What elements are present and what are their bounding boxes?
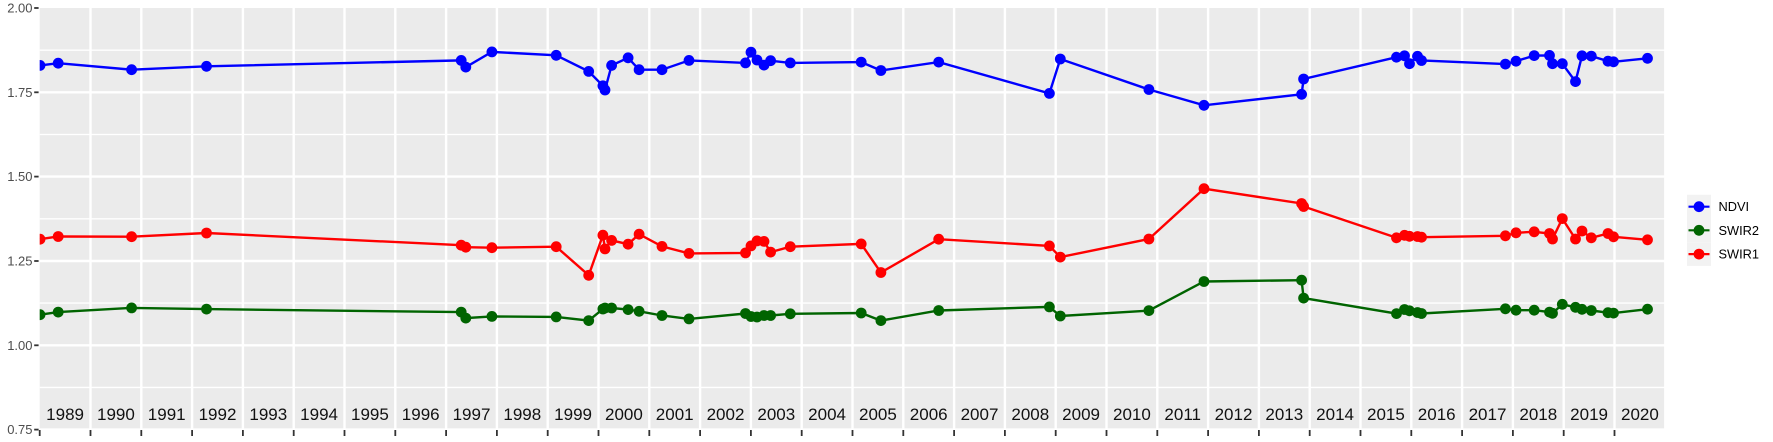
svg-text:1.00: 1.00 <box>7 338 32 353</box>
svg-text:2.00: 2.00 <box>7 1 32 16</box>
svg-text:1991: 1991 <box>148 405 186 424</box>
svg-text:1994: 1994 <box>300 405 338 424</box>
svg-text:0.75: 0.75 <box>7 422 32 437</box>
svg-text:2001: 2001 <box>656 405 694 424</box>
svg-text:2000: 2000 <box>605 405 643 424</box>
svg-text:1989: 1989 <box>46 405 84 424</box>
svg-text:1.25: 1.25 <box>7 254 32 269</box>
svg-text:2019: 2019 <box>1570 405 1608 424</box>
svg-text:1993: 1993 <box>249 405 287 424</box>
svg-text:SWIR2: SWIR2 <box>1719 223 1760 238</box>
svg-text:2005: 2005 <box>859 405 897 424</box>
svg-text:2012: 2012 <box>1215 405 1253 424</box>
svg-text:2013: 2013 <box>1265 405 1303 424</box>
svg-text:2010: 2010 <box>1113 405 1151 424</box>
svg-text:1995: 1995 <box>351 405 389 424</box>
svg-text:2018: 2018 <box>1519 405 1557 424</box>
svg-text:NDVI: NDVI <box>1719 199 1750 214</box>
svg-text:2006: 2006 <box>910 405 948 424</box>
svg-text:SWIR1: SWIR1 <box>1719 247 1760 262</box>
svg-text:2015: 2015 <box>1367 405 1405 424</box>
svg-text:2007: 2007 <box>961 405 999 424</box>
svg-text:1999: 1999 <box>554 405 592 424</box>
svg-text:2004: 2004 <box>808 405 846 424</box>
svg-text:1998: 1998 <box>503 405 541 424</box>
svg-text:2011: 2011 <box>1164 405 1201 424</box>
svg-text:2016: 2016 <box>1418 405 1456 424</box>
svg-text:2009: 2009 <box>1062 405 1100 424</box>
svg-text:2017: 2017 <box>1469 405 1507 424</box>
svg-text:2003: 2003 <box>757 405 795 424</box>
svg-text:2008: 2008 <box>1011 405 1049 424</box>
svg-text:1990: 1990 <box>97 405 135 424</box>
svg-text:1992: 1992 <box>199 405 237 424</box>
svg-text:2014: 2014 <box>1316 405 1354 424</box>
svg-text:2002: 2002 <box>707 405 745 424</box>
svg-text:1.50: 1.50 <box>7 169 32 184</box>
svg-text:1996: 1996 <box>402 405 440 424</box>
svg-text:1997: 1997 <box>453 405 491 424</box>
svg-text:2020: 2020 <box>1621 405 1659 424</box>
svg-text:1.75: 1.75 <box>7 85 32 100</box>
